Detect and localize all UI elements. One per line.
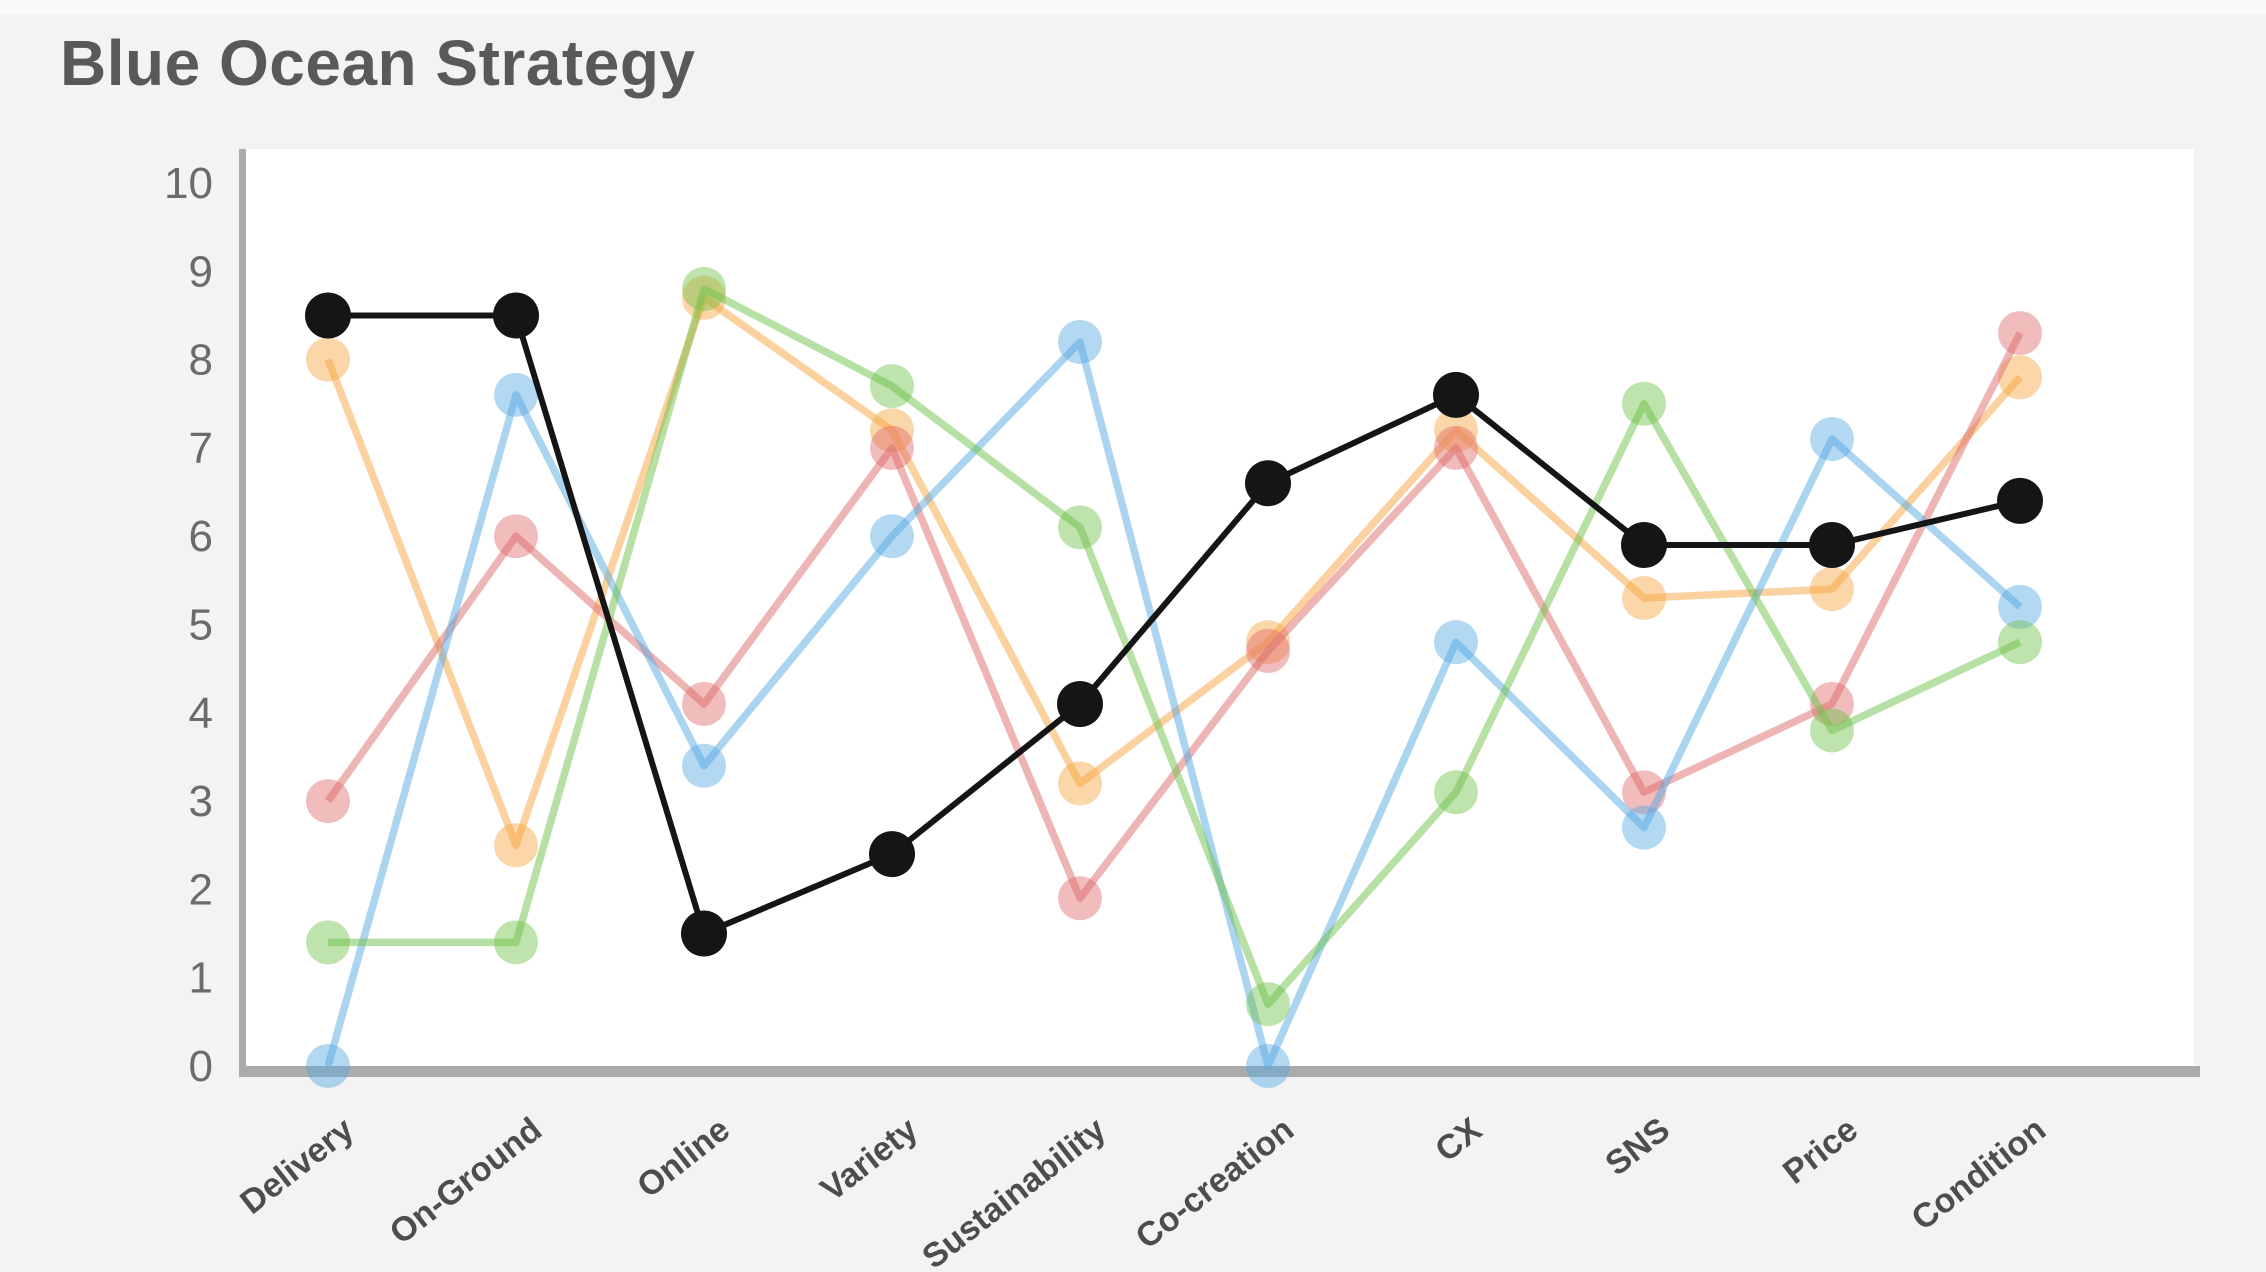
series-blue-marker-Variety <box>870 514 914 559</box>
series-red-marker-Condition <box>1998 311 2042 356</box>
series-orange-marker-Delivery <box>306 337 350 382</box>
x-category-label-Variety: Variety <box>814 1110 925 1209</box>
y-tick-label-10: 10 <box>164 159 213 208</box>
series-black-marker-Condition <box>1997 477 2043 524</box>
series-red-marker-CX <box>1434 425 1478 470</box>
series-orange-marker-CX <box>1434 408 1478 453</box>
series-green-marker-Delivery <box>306 920 350 965</box>
series-green-marker-Condition <box>1998 620 2042 665</box>
series-orange-marker-SNS <box>1622 576 1666 621</box>
y-tick-label-9: 9 <box>189 247 213 296</box>
x-category-label-Delivery: Delivery <box>233 1110 361 1221</box>
y-tick-label-4: 4 <box>189 689 213 738</box>
series-orange-marker-Variety <box>870 408 914 453</box>
series-red-marker-Co-creation <box>1246 628 1290 673</box>
y-tick-label-5: 5 <box>189 601 213 650</box>
y-tick-label-1: 1 <box>189 954 213 1003</box>
series-blue-marker-SNS <box>1622 805 1666 850</box>
series-blue-marker-CX <box>1434 620 1478 665</box>
series-black-marker-Price <box>1809 522 1855 569</box>
x-category-label-On-Ground: On-Ground <box>383 1110 549 1252</box>
series-red-marker-Variety <box>870 425 914 470</box>
series-blue-marker-Condition <box>1998 584 2042 629</box>
series-black-line <box>328 312 2021 937</box>
series-green-marker-Variety <box>870 364 914 409</box>
series-red-marker-Online <box>682 681 726 726</box>
y-tick-label-7: 7 <box>189 424 213 473</box>
x-category-label-Online: Online <box>630 1110 737 1205</box>
y-tick-label-0: 0 <box>189 1042 213 1091</box>
series-red-marker-On-Ground <box>494 514 538 559</box>
series-red-marker-Delivery <box>306 779 350 824</box>
chart-title: Blue Ocean Strategy <box>60 27 696 99</box>
series-black-marker-SNS <box>1621 522 1667 569</box>
series-black-marker-Delivery <box>305 292 351 339</box>
series-black-marker-Online <box>681 910 727 957</box>
series-green-marker-Online <box>682 266 726 311</box>
plot-area <box>246 149 2194 1066</box>
y-axis-bar <box>239 149 246 1077</box>
series-green-marker-CX <box>1434 770 1478 815</box>
series-green-marker-SNS <box>1622 381 1666 426</box>
y-tick-label-8: 8 <box>189 336 213 385</box>
x-category-label-Price: Price <box>1776 1110 1865 1191</box>
series-green-marker-Sustainability <box>1058 505 1102 550</box>
series-orange-marker-Condition <box>1998 355 2042 400</box>
series-blue-marker-Online <box>682 743 726 788</box>
series-green-marker-Price <box>1810 708 1854 753</box>
series-orange-marker-On-Ground <box>494 823 538 868</box>
series-black-marker-Sustainability <box>1057 680 1103 727</box>
series-blue-marker-Delivery <box>306 1044 350 1088</box>
top-strip <box>0 0 2266 14</box>
series-blue-marker-On-Ground <box>494 372 538 417</box>
series-black-marker-On-Ground <box>493 292 539 339</box>
series-black-marker-CX <box>1433 371 1479 418</box>
x-category-label-Co-creation: Co-creation <box>1129 1110 1301 1256</box>
series-black-marker-Co-creation <box>1245 460 1291 507</box>
y-tick-label-2: 2 <box>189 865 213 914</box>
series-orange-marker-Co-creation <box>1246 620 1290 665</box>
series-green-marker-On-Ground <box>494 920 538 965</box>
series-blue-marker-Price <box>1810 417 1854 462</box>
series-blue-marker-Co-creation <box>1246 1044 1290 1088</box>
x-category-label-CX: CX <box>1428 1110 1489 1169</box>
series-black-marker-Variety <box>869 831 915 878</box>
series-red-marker-Sustainability <box>1058 876 1102 921</box>
series-orange-marker-Sustainability <box>1058 761 1102 806</box>
x-category-label-Sustainability: Sustainability <box>915 1110 1113 1272</box>
y-tick-label-6: 6 <box>189 512 213 561</box>
series-blue-marker-Sustainability <box>1058 319 1102 364</box>
x-category-label-Condition: Condition <box>1905 1110 2053 1238</box>
series-green-marker-Co-creation <box>1246 982 1290 1027</box>
y-tick-label-3: 3 <box>189 777 213 826</box>
series-orange-marker-Price <box>1810 567 1854 612</box>
series-blue-line <box>324 338 2023 1070</box>
x-axis-bar <box>239 1066 2200 1077</box>
x-category-label-SNS: SNS <box>1598 1110 1676 1183</box>
